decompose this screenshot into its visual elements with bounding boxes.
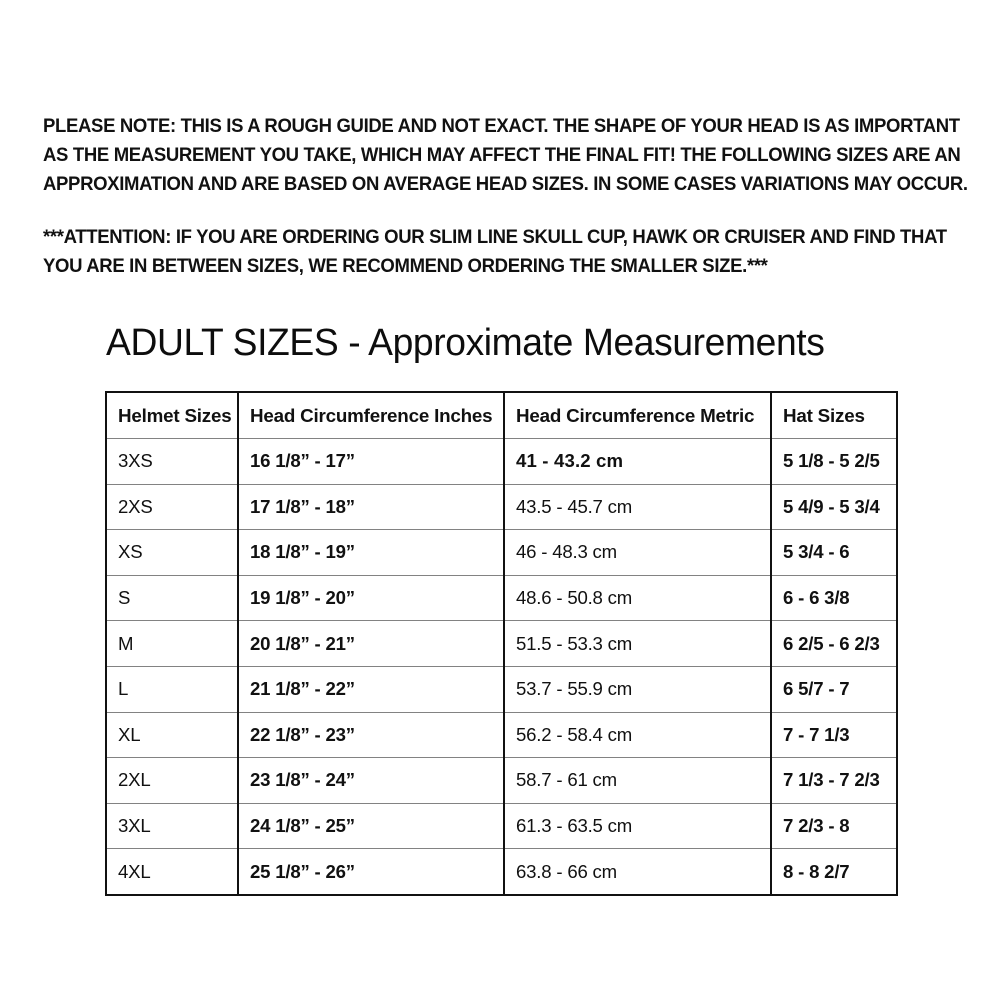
cell-circumference-inches: 24 1/8” - 25”: [238, 803, 505, 850]
cell-helmet-size: 2XL: [106, 757, 239, 804]
note-paragraph-general: PLEASE NOTE: THIS IS A ROUGH GUIDE AND N…: [43, 112, 968, 199]
table-row: 3XL 24 1/8” - 25” 61.3 - 63.5 cm 7 2/3 - 8: [106, 803, 897, 850]
note-line: ***ATTENTION: IF YOU ARE ORDERING OUR SL…: [43, 226, 947, 248]
cell-circumference-metric: 43.5 - 45.7 cm: [504, 484, 772, 531]
cell-circumference-metric: 58.7 - 61 cm: [504, 757, 772, 804]
cell-circumference-metric: 46 - 48.3 cm: [504, 529, 772, 576]
note-paragraph-attention: ***ATTENTION: IF YOU ARE ORDERING OUR SL…: [43, 223, 947, 281]
cell-circumference-metric: 53.7 - 55.9 cm: [504, 666, 772, 713]
table-header-row: Helmet Sizes Head Circumference Inches H…: [106, 392, 897, 439]
cell-helmet-size: M: [106, 620, 239, 667]
cell-hat-size: 5 1/8 - 5 2/5: [771, 438, 897, 485]
column-header-head-circumference-metric: Head Circumference Metric: [504, 392, 772, 439]
cell-circumference-inches: 18 1/8” - 19”: [238, 529, 505, 576]
table-row: 2XS 17 1/8” - 18” 43.5 - 45.7 cm 5 4/9 - 5 …: [106, 484, 897, 531]
column-header-head-circumference-inches: Head Circumference Inches: [238, 392, 505, 439]
note-line: APPROXIMATION AND ARE BASED ON AVERAGE H…: [43, 173, 968, 195]
cell-helmet-size: 3XL: [106, 803, 239, 850]
cell-helmet-size: 2XS: [106, 484, 239, 531]
cell-hat-size: 6 5/7 - 7: [771, 666, 897, 713]
cell-circumference-inches: 17 1/8” - 18”: [238, 484, 505, 531]
cell-hat-size: 8 - 8 2/7: [783, 860, 850, 882]
cell-helmet-size: 4XL: [106, 848, 239, 895]
cell-circumference-metric: 48.6 - 50.8 cm: [504, 575, 772, 622]
table-row: L 21 1/8” - 22” 53.7 - 55.9 cm 6 5/7 - 7: [106, 666, 897, 713]
cell-circumference-inches: 20 1/8” - 21”: [238, 620, 505, 667]
cell-circumference-inches: 23 1/8” - 24”: [238, 757, 505, 804]
table-row: 3XS 16 1/8” - 17” 41 - 43.2 cm 5 1/8 - 5 2/…: [106, 438, 897, 485]
cell-circumference-metric: 56.2 - 58.4 cm: [504, 712, 772, 759]
table-row: S 19 1/8” - 20” 48.6 - 50.8 cm 6 - 6 3/8: [106, 575, 897, 622]
cell-circumference-inches: 19 1/8” - 20”: [238, 575, 505, 622]
column-header-hat-sizes: Hat Sizes: [771, 392, 897, 439]
cell-helmet-size: XS: [106, 529, 239, 576]
cell-circumference-inches: 25 1/8” - 26”: [238, 848, 505, 895]
cell-hat-size: 6 2/5 - 6 2/3: [771, 620, 897, 667]
cell-circumference-inches: 16 1/8” - 17”: [238, 438, 505, 485]
cell-helmet-size: XL: [106, 712, 239, 759]
table-row: XL 22 1/8” - 23” 56.2 - 58.4 cm 7 - 7 1/3: [106, 712, 897, 759]
cell-circumference-metric: 63.8 - 66 cm: [504, 848, 772, 895]
size-table-container: Helmet Sizes Head Circumference Inches H…: [105, 391, 898, 896]
note-line: YOU ARE IN BETWEEN SIZES, WE RECOMMEND O…: [43, 255, 768, 277]
size-table: Helmet Sizes Head Circumference Inches H…: [105, 391, 898, 896]
cell-helmet-size: L: [106, 666, 239, 713]
cell-hat-size: 5 4/9 - 5 3/4: [771, 484, 897, 531]
cell-hat-size: 6 - 6 3/8: [771, 575, 897, 622]
column-header-helmet-sizes: Helmet Sizes: [106, 392, 239, 439]
cell-hat-size: 5 3/4 - 6: [771, 529, 897, 576]
cell-circumference-inches: 22 1/8” - 23”: [238, 712, 505, 759]
table-row: XS 18 1/8” - 19” 46 - 48.3 cm 5 3/4 - 6: [106, 529, 897, 576]
cell-circumference-metric: 41 - 43.2 cm: [504, 438, 772, 485]
cell-helmet-size: 3XS: [106, 438, 239, 485]
table-row: 4XL 25 1/8” - 26” 63.8 - 66 cm 8 - 8 2/7: [106, 848, 897, 895]
note-line: PLEASE NOTE: THIS IS A ROUGH GUIDE AND N…: [43, 115, 960, 137]
size-table-body: 3XS 16 1/8” - 17” 41 - 43.2 cm 5 1/8 - 5 2/…: [106, 438, 897, 895]
cell-circumference-inches: 21 1/8” - 22”: [238, 666, 505, 713]
cell-circumference-metric: 61.3 - 63.5 cm: [504, 803, 772, 850]
note-line: AS THE MEASUREMENT YOU TAKE, WHICH MAY A…: [43, 144, 961, 166]
table-row: 2XL 23 1/8” - 24” 58.7 - 61 cm 7 1/3 - 7 2/…: [106, 757, 897, 804]
cell-hat-size: 7 1/3 - 7 2/3: [771, 757, 897, 804]
cell-circumference-metric: 51.5 - 53.3 cm: [504, 620, 772, 667]
intro-notes: PLEASE NOTE: THIS IS A ROUGH GUIDE AND N…: [43, 112, 968, 281]
cell-helmet-size: S: [106, 575, 239, 622]
cell-hat-size: 7 2/3 - 8: [771, 803, 897, 850]
cell-hat-size: 7 - 7 1/3: [771, 712, 897, 759]
table-row: M 20 1/8” - 21” 51.5 - 53.3 cm 6 2/5 - 6 2/…: [106, 620, 897, 667]
page-title: ADULT SIZES - Approximate Measurements: [106, 322, 825, 364]
